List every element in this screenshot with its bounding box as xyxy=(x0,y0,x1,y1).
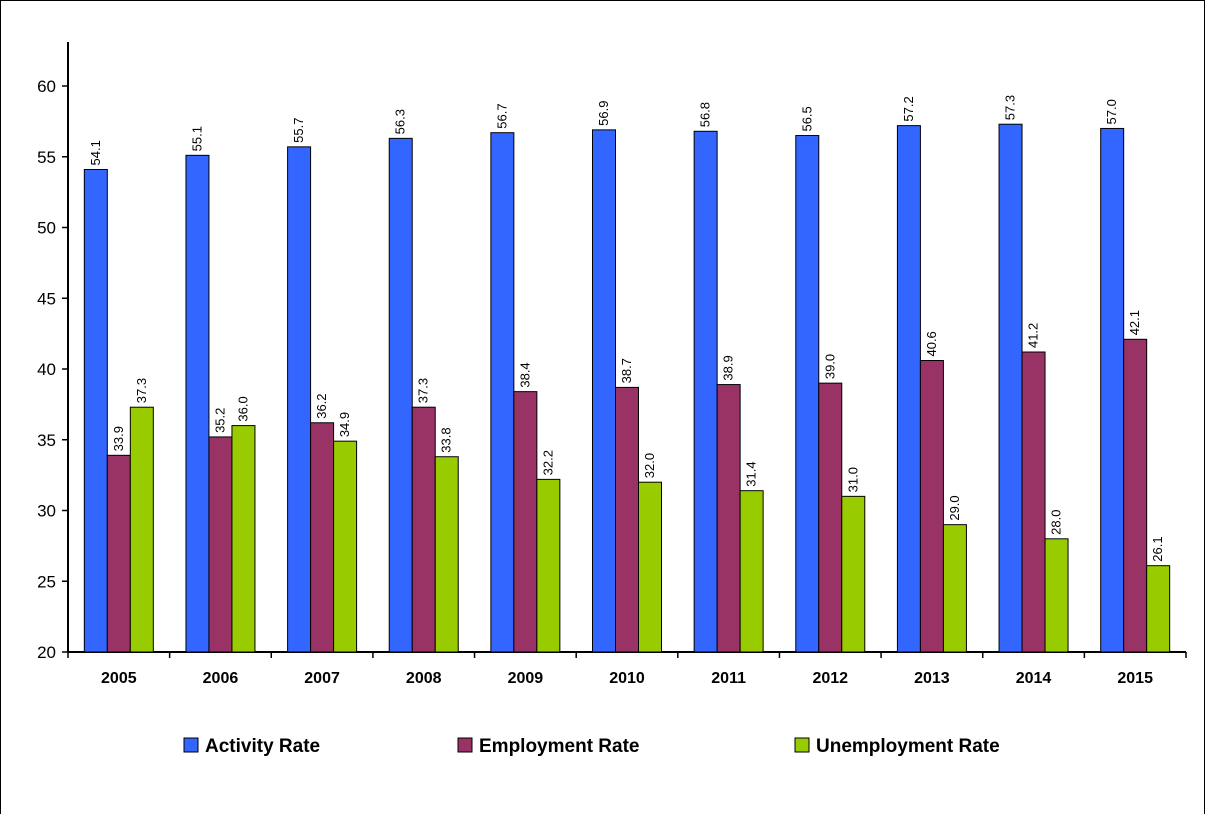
bar xyxy=(185,154,210,653)
bar xyxy=(1100,127,1125,653)
data-label: 38.4 xyxy=(517,362,532,387)
bar xyxy=(942,524,967,653)
data-label: 32.0 xyxy=(642,453,657,478)
y-tick-label: 30 xyxy=(37,502,56,521)
y-tick-label: 60 xyxy=(37,77,56,96)
data-label: 29.0 xyxy=(947,495,962,520)
data-label: 37.3 xyxy=(416,378,431,403)
x-axis: 2005 2006 2007 2008 2009 2010 2011 2012 2013 2014… xyxy=(67,651,1187,687)
y-tick-label: 50 xyxy=(37,219,56,238)
data-label: 31.0 xyxy=(845,467,860,492)
x-tick-label: 2009 xyxy=(508,670,544,687)
bar xyxy=(716,384,741,653)
data-label: 57.0 xyxy=(1104,99,1119,124)
data-label: 42.1 xyxy=(1127,310,1142,335)
data-label: 40.6 xyxy=(924,331,939,356)
x-tick-label: 2005 xyxy=(101,670,137,687)
data-labels: 54.1 33.9 37.3 55.1 35.2 36.0 55.7 36.2 34.9 56.3… xyxy=(88,95,1165,562)
data-label: 26.1 xyxy=(1150,536,1165,561)
bar xyxy=(287,146,312,653)
x-tick-label: 2015 xyxy=(1117,670,1153,687)
bar xyxy=(106,454,131,653)
legend-label: Unemployment Rate xyxy=(816,736,1000,757)
y-tick-label: 25 xyxy=(37,572,56,591)
legend-swatch xyxy=(183,737,199,753)
bar xyxy=(998,123,1023,653)
bars xyxy=(83,123,1171,653)
y-tick-label: 45 xyxy=(37,289,56,308)
legend-label: Activity Rate xyxy=(205,736,320,757)
data-label: 31.4 xyxy=(744,461,759,486)
y-tick-label: 40 xyxy=(37,360,56,379)
data-label: 55.7 xyxy=(291,118,306,143)
y-tick-label: 20 xyxy=(37,643,56,662)
data-label: 41.2 xyxy=(1026,323,1041,348)
bar xyxy=(693,130,718,653)
bar xyxy=(310,422,335,653)
bar xyxy=(333,440,358,653)
x-tick-label: 2014 xyxy=(1016,670,1052,687)
data-label: 28.0 xyxy=(1049,509,1064,534)
data-label: 56.8 xyxy=(698,102,713,127)
bar xyxy=(818,382,843,653)
bar xyxy=(513,391,538,653)
bar xyxy=(536,478,561,653)
bar xyxy=(1146,565,1171,653)
x-tick-label: 2007 xyxy=(304,670,340,687)
x-tick-label: 2013 xyxy=(914,670,950,687)
data-label: 38.7 xyxy=(619,358,634,383)
bar xyxy=(231,425,256,653)
bar xyxy=(1123,338,1148,653)
data-label: 35.2 xyxy=(212,408,227,433)
legend-swatch xyxy=(457,737,473,753)
x-tick-label: 2010 xyxy=(609,670,645,687)
bar xyxy=(83,168,108,653)
data-label: 37.3 xyxy=(134,378,149,403)
x-tick-label: 2006 xyxy=(203,670,239,687)
y-tick-label: 55 xyxy=(37,148,56,167)
bar xyxy=(841,495,866,653)
y-tick-label: 35 xyxy=(37,431,56,450)
bar xyxy=(592,129,616,653)
data-label: 56.5 xyxy=(799,106,814,131)
bar xyxy=(129,406,154,653)
legend: Activity Rate Employment Rate Unemployment… xyxy=(183,736,1000,757)
bar xyxy=(490,132,515,653)
data-label: 55.1 xyxy=(189,126,204,151)
x-tick-label: 2012 xyxy=(812,670,848,687)
bar xyxy=(388,137,413,653)
data-label: 32.2 xyxy=(540,450,555,475)
bar xyxy=(1044,538,1069,653)
data-label: 57.2 xyxy=(901,96,916,121)
data-label: 39.0 xyxy=(822,354,837,379)
data-label: 38.9 xyxy=(721,355,736,380)
bar xyxy=(638,481,662,653)
data-label: 36.0 xyxy=(235,396,250,421)
bar xyxy=(795,135,820,653)
data-label: 57.3 xyxy=(1003,95,1018,120)
bar xyxy=(411,406,436,653)
data-label: 33.8 xyxy=(439,427,454,452)
bar xyxy=(615,386,639,653)
y-axis: 20 25 30 35 40 45 50 55 60 xyxy=(37,42,69,662)
legend-swatch xyxy=(794,737,810,753)
data-label: 56.3 xyxy=(393,109,408,134)
bar xyxy=(896,125,921,653)
x-tick-label: 2011 xyxy=(711,670,746,687)
bar xyxy=(434,456,459,653)
bar xyxy=(739,490,764,653)
x-tick-label: 2008 xyxy=(406,670,442,687)
data-label: 34.9 xyxy=(337,412,352,437)
bar xyxy=(208,436,233,653)
bar xyxy=(1021,351,1046,653)
data-label: 33.9 xyxy=(111,426,126,451)
data-label: 36.2 xyxy=(314,393,329,418)
legend-label: Employment Rate xyxy=(479,736,639,757)
bar xyxy=(919,360,944,653)
data-label: 56.9 xyxy=(596,101,611,126)
data-label: 54.1 xyxy=(88,140,103,165)
data-label: 56.7 xyxy=(494,103,509,128)
